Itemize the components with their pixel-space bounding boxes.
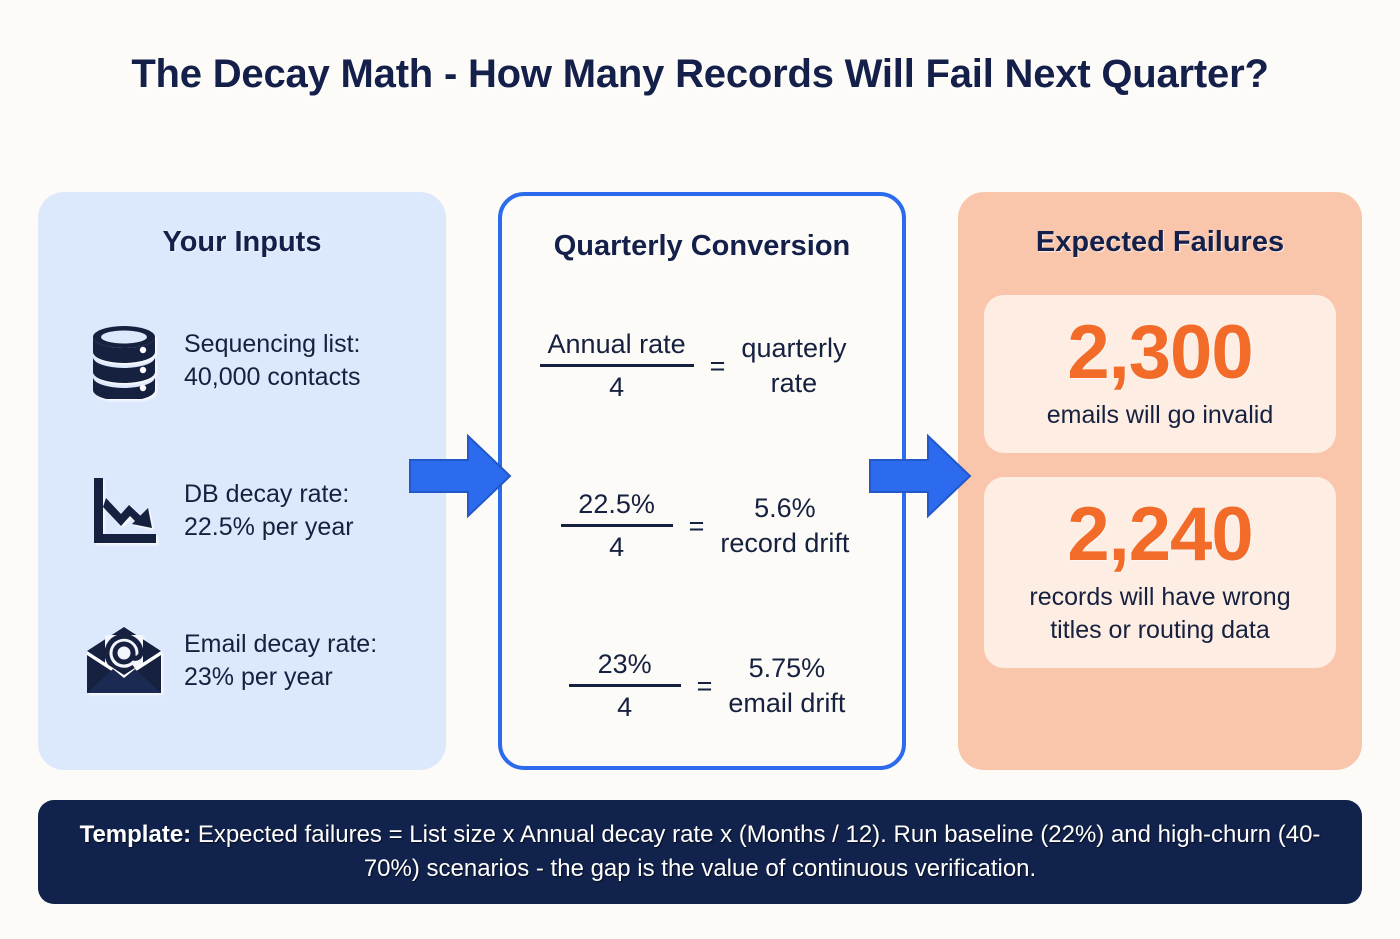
fraction-annual-rate: Annual rate 4 [539, 329, 694, 403]
fraction-numerator: 22.5% [578, 489, 655, 519]
formula-result-email-rate: 5.75% email drift [728, 651, 845, 721]
equals-sign: = [688, 510, 705, 541]
formula-result-db-rate: 5.6% record drift [720, 491, 849, 561]
failure-label-emails: emails will go invalid [998, 399, 1322, 432]
input-row-sequencing-list: Sequencing list: 40,000 contacts [38, 305, 446, 417]
result-line-2: rate [770, 368, 818, 398]
result-line-1: 5.6% [754, 492, 816, 523]
input-line-2: 40,000 contacts [184, 363, 361, 391]
page-title: The Decay Math - How Many Records Will F… [131, 52, 1269, 96]
panel-your-inputs: Your Inputs Sequencing [38, 192, 446, 770]
input-line-2: 22.5% per year [184, 513, 354, 541]
failure-card-records: 2,240 records will have wrong titles or … [984, 477, 1336, 669]
result-line-1: quarterly [741, 332, 847, 363]
input-row-email-decay-rate: Email decay rate: 23% per year [38, 605, 446, 717]
formula-row-email-rate: 23% 4 = 5.75% email drift [502, 627, 902, 745]
formula-row-annual-rate: Annual rate 4 = quarterly rate [502, 307, 902, 425]
input-text-email-decay-rate: Email decay rate: 23% per year [184, 628, 377, 694]
failure-number-emails: 2,300 [1067, 310, 1253, 395]
failures-panel-heading: Expected Failures [1035, 226, 1285, 258]
formula-row-db-rate: 22.5% 4 = 5.6% record drift [502, 467, 902, 585]
fraction-bar [568, 684, 681, 687]
fraction-email-rate: 23% 4 [568, 649, 681, 723]
fraction-db-rate: 22.5% 4 [560, 489, 673, 563]
input-line-1: DB decay rate: [184, 480, 350, 508]
failure-number-records: 2,240 [1067, 492, 1253, 578]
fraction-bar [560, 524, 673, 527]
fraction-denominator: 4 [609, 532, 625, 562]
fraction-denominator: 4 [609, 372, 625, 402]
footer-body: Expected failures = List size x Annual d… [191, 820, 1321, 882]
failure-cards-list: 2,300 emails will go invalid 2,240 recor… [958, 295, 1362, 669]
result-line-2: email drift [728, 688, 846, 718]
footer-banner: Template: Expected failures = List size … [38, 800, 1362, 904]
input-text-db-decay-rate: DB decay rate: 22.5% per year [184, 478, 354, 544]
failure-label-line-1: records will have wrong [1029, 583, 1291, 612]
fraction-bar [539, 364, 694, 367]
conversion-panel-heading: Quarterly Conversion [553, 230, 851, 262]
database-icon [82, 323, 166, 399]
input-line-1: Sequencing list: [184, 330, 361, 358]
declining-chart-icon [82, 474, 166, 548]
panels-row: Your Inputs Sequencing [38, 192, 1362, 770]
input-line-1: Email decay rate: [184, 630, 378, 658]
result-line-2: record drift [720, 528, 850, 558]
panel-expected-failures: Expected Failures 2,300 emails will go i… [958, 192, 1362, 770]
failure-card-emails: 2,300 emails will go invalid [984, 295, 1336, 454]
input-line-2: 23% per year [184, 663, 333, 691]
formula-result-annual-rate: quarterly rate [741, 331, 846, 401]
footer-template-text: Template: Expected failures = List size … [78, 818, 1322, 886]
arrow-conversion-to-failures-icon [868, 430, 972, 522]
failure-label-records: records will have wrong titles or routin… [998, 581, 1322, 646]
fraction-numerator: 23% [597, 649, 652, 679]
fraction-denominator: 4 [617, 692, 633, 722]
inputs-panel-heading: Your Inputs [162, 226, 322, 258]
failure-label-line-1: emails will go invalid [1046, 400, 1274, 429]
fraction-numerator: Annual rate [547, 329, 686, 359]
footer-label: Template: [79, 820, 192, 848]
arrow-inputs-to-conversion-icon [408, 430, 512, 522]
equals-sign: = [696, 670, 713, 701]
email-at-icon [82, 625, 166, 697]
input-row-db-decay-rate: DB decay rate: 22.5% per year [38, 455, 446, 567]
formula-list: Annual rate 4 = quarterly rate 22.5% 4 = [502, 307, 902, 745]
result-line-1: 5.75% [748, 652, 826, 683]
inputs-list: Sequencing list: 40,000 contacts DB deca… [38, 305, 446, 717]
input-text-sequencing-list: Sequencing list: 40,000 contacts [184, 328, 361, 394]
equals-sign: = [709, 350, 726, 381]
failure-label-line-2: titles or routing data [1050, 615, 1270, 644]
panel-quarterly-conversion: Quarterly Conversion Annual rate 4 = qua… [498, 192, 906, 770]
